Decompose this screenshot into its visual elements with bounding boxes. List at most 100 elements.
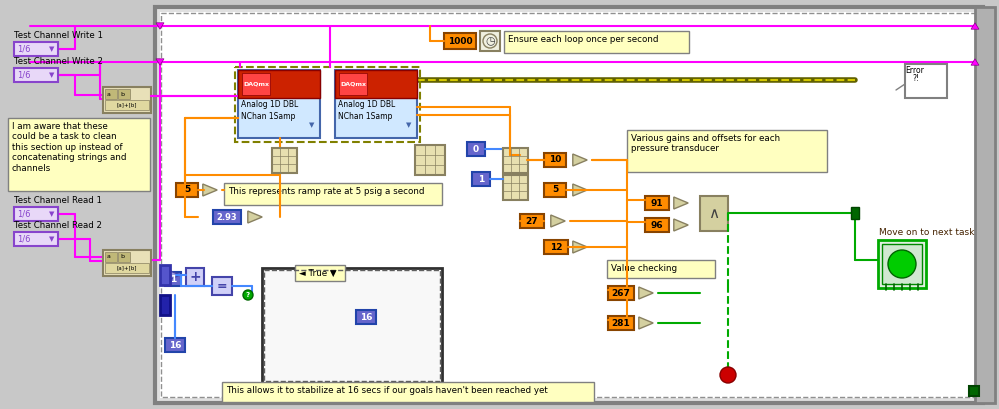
Bar bbox=[103, 87, 151, 113]
Bar bbox=[882, 244, 922, 284]
Text: [a]+[b]: [a]+[b] bbox=[117, 103, 137, 108]
Bar bbox=[504, 31, 689, 53]
Bar bbox=[14, 68, 58, 82]
Bar bbox=[356, 310, 376, 324]
Text: 281: 281 bbox=[611, 319, 630, 328]
Text: 96: 96 bbox=[650, 220, 663, 229]
Circle shape bbox=[483, 34, 497, 48]
Bar bbox=[242, 73, 270, 95]
Text: +: + bbox=[189, 270, 201, 284]
Bar bbox=[165, 272, 181, 286]
Text: 1: 1 bbox=[478, 175, 485, 184]
Text: [a]+[b]: [a]+[b] bbox=[117, 265, 137, 270]
Text: 16: 16 bbox=[169, 341, 181, 350]
Bar bbox=[272, 148, 297, 173]
Text: ◄ True ▼: ◄ True ▼ bbox=[299, 269, 337, 278]
Text: ▼: ▼ bbox=[407, 122, 412, 128]
Text: DAQmx: DAQmx bbox=[340, 81, 366, 86]
Bar bbox=[878, 240, 926, 288]
Bar bbox=[544, 183, 566, 197]
Bar bbox=[213, 210, 241, 224]
Bar bbox=[544, 240, 568, 254]
Text: a: a bbox=[107, 92, 111, 97]
Polygon shape bbox=[638, 287, 653, 299]
Text: Analog 1D DBL: Analog 1D DBL bbox=[241, 100, 299, 109]
Text: NChan 1Samp: NChan 1Samp bbox=[338, 112, 393, 121]
Bar bbox=[238, 70, 320, 138]
Bar bbox=[238, 70, 320, 98]
Bar bbox=[472, 172, 490, 186]
Polygon shape bbox=[673, 219, 688, 231]
Text: Error: Error bbox=[905, 66, 924, 75]
Text: Test Channel Write 2: Test Channel Write 2 bbox=[14, 57, 103, 66]
Bar bbox=[905, 64, 947, 98]
Bar bbox=[186, 268, 204, 286]
Bar bbox=[224, 183, 442, 205]
Bar bbox=[14, 207, 58, 221]
Bar bbox=[161, 13, 977, 397]
Bar bbox=[264, 270, 440, 381]
Polygon shape bbox=[971, 59, 979, 65]
Text: 10: 10 bbox=[548, 155, 561, 164]
Polygon shape bbox=[572, 154, 587, 166]
Bar bbox=[118, 252, 130, 262]
Circle shape bbox=[888, 250, 916, 278]
Polygon shape bbox=[971, 23, 979, 29]
Text: ?: ? bbox=[246, 292, 250, 298]
Bar bbox=[160, 12, 978, 398]
Polygon shape bbox=[572, 184, 587, 196]
Bar bbox=[480, 31, 500, 51]
Bar bbox=[165, 338, 185, 352]
Text: 27: 27 bbox=[525, 216, 538, 225]
Polygon shape bbox=[156, 23, 164, 29]
Bar bbox=[14, 42, 58, 56]
Text: Ensure each loop once per second: Ensure each loop once per second bbox=[508, 35, 658, 44]
Bar bbox=[118, 89, 130, 99]
Bar bbox=[335, 70, 417, 138]
Bar bbox=[415, 145, 445, 175]
Bar bbox=[503, 175, 528, 200]
Text: a: a bbox=[107, 254, 111, 259]
Polygon shape bbox=[168, 270, 180, 280]
Text: ◷: ◷ bbox=[486, 36, 495, 46]
Text: ∧: ∧ bbox=[708, 205, 719, 220]
Bar bbox=[645, 218, 669, 232]
Bar bbox=[160, 265, 170, 285]
Bar bbox=[105, 89, 117, 99]
Bar bbox=[295, 265, 345, 281]
Text: ▼: ▼ bbox=[49, 72, 55, 78]
Text: 2.93: 2.93 bbox=[217, 213, 238, 222]
Text: Move on to next task: Move on to next task bbox=[879, 228, 974, 237]
Bar bbox=[235, 67, 420, 142]
Text: 1000: 1000 bbox=[448, 36, 473, 45]
Polygon shape bbox=[673, 197, 688, 209]
Circle shape bbox=[720, 367, 736, 383]
Bar bbox=[851, 207, 859, 219]
Text: 1/6: 1/6 bbox=[17, 209, 31, 218]
Text: ▼: ▼ bbox=[49, 211, 55, 217]
Text: 267: 267 bbox=[611, 288, 630, 297]
Text: Analog 1D DBL: Analog 1D DBL bbox=[338, 100, 396, 109]
Bar bbox=[103, 250, 151, 276]
Text: 16: 16 bbox=[360, 312, 373, 321]
Polygon shape bbox=[248, 211, 262, 223]
Polygon shape bbox=[550, 215, 565, 227]
Bar bbox=[160, 295, 170, 315]
Bar bbox=[222, 382, 594, 402]
Text: DAQmx: DAQmx bbox=[243, 81, 269, 86]
Text: Various gains and offsets for each
pressure transducer: Various gains and offsets for each press… bbox=[631, 134, 780, 153]
Text: Value checking: Value checking bbox=[611, 264, 677, 273]
Bar bbox=[645, 196, 669, 210]
Bar bbox=[700, 196, 728, 231]
Bar bbox=[176, 183, 198, 197]
Text: ▼: ▼ bbox=[49, 236, 55, 242]
Polygon shape bbox=[572, 241, 587, 253]
Bar bbox=[608, 286, 634, 300]
Text: ?!: ?! bbox=[912, 74, 919, 83]
Bar bbox=[520, 214, 544, 228]
Bar bbox=[467, 142, 485, 156]
Text: ▼: ▼ bbox=[310, 122, 315, 128]
Text: Test Channel Read 1: Test Channel Read 1 bbox=[14, 196, 102, 205]
Text: 5: 5 bbox=[551, 186, 558, 195]
Bar bbox=[339, 73, 367, 95]
